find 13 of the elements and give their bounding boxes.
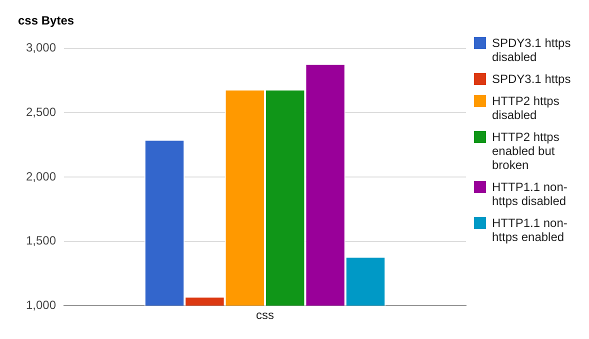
legend-label: SPDY3.1 https <box>492 72 571 86</box>
y-tick-label: 1,000 <box>26 298 56 312</box>
legend-label: HTTP2 https disabled <box>492 94 560 122</box>
y-tick-label: 2,500 <box>26 105 56 120</box>
legend-label: HTTP1.1 non-https disabled <box>492 180 568 208</box>
legend-label: SPDY3.1 https disabled <box>492 36 572 64</box>
legend-label: HTTP1.1 non-https enabled <box>492 216 568 244</box>
y-tick-label: 3,000 <box>26 40 56 55</box>
legend-label: HTTP2 https enabled but broken <box>492 130 560 172</box>
y-tick-label: 2,000 <box>26 169 56 184</box>
chart-title: css Bytes <box>18 14 74 28</box>
x-tick-label: css <box>256 308 274 322</box>
y-tick-label: 1,500 <box>26 234 56 248</box>
